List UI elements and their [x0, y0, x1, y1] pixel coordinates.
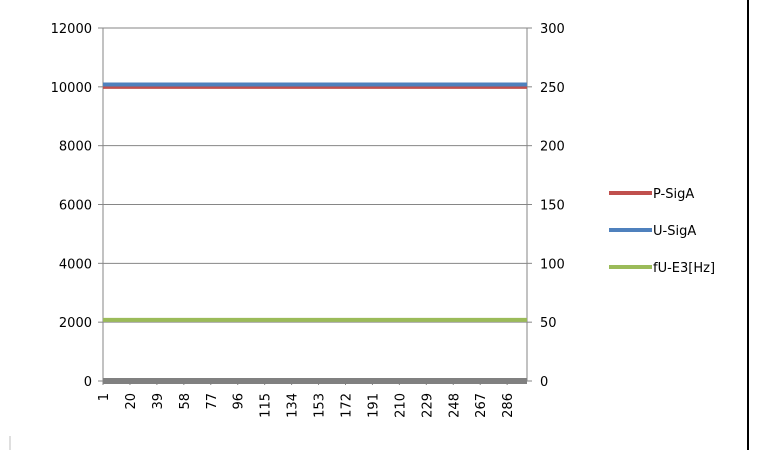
y-tick-label: 8000 [59, 140, 92, 155]
y2-tick-label: 250 [540, 81, 565, 96]
y2-tick-label: 200 [540, 140, 565, 155]
x-tick-label: 1 [97, 393, 112, 401]
x-tick-label: 58 [178, 393, 193, 410]
y2-tick-label: 150 [540, 199, 565, 214]
x-tick-label: 115 [259, 393, 274, 418]
x-tick-label: 134 [286, 393, 301, 418]
x-tick-label: 191 [366, 393, 381, 418]
x-tick-label: 210 [393, 393, 408, 418]
x-tick-label: 248 [447, 393, 462, 418]
y-tick-label: 12000 [51, 22, 92, 37]
y2-axis-tick-labels: 0 50 100 150 200 250 300 [540, 22, 565, 390]
legend-label: P-SigA [653, 187, 694, 202]
x-tick-label: 286 [501, 393, 516, 418]
legend-label: U-SigA [653, 224, 696, 239]
legend-label: fU-E3[Hz] [653, 261, 715, 276]
series-lines [103, 82, 527, 384]
x-tick-label: 96 [232, 393, 247, 410]
x-axis-tick-labels: 1 20 39 58 77 96 115 134 153 172 191 210 229 248 267 28… [97, 393, 516, 418]
x-tick-label: 20 [124, 393, 139, 410]
x-tick-label: 39 [151, 393, 166, 410]
y-tick-label: 4000 [59, 257, 92, 272]
x-tick-label: 229 [420, 393, 435, 418]
y-tick-label: 2000 [59, 316, 92, 331]
y-axis-tick-labels: 0 2000 4000 6000 8000 10000 12000 [51, 22, 92, 390]
y2-tick-label: 0 [540, 375, 548, 390]
y2-tick-label: 300 [540, 22, 565, 37]
y-tick-label: 6000 [59, 199, 92, 214]
x-tick-label: 77 [205, 393, 220, 410]
x-tick-label: 172 [339, 393, 354, 418]
x-tick-label: 267 [474, 393, 489, 418]
x-tick-label: 153 [313, 393, 328, 418]
y2-tick-label: 100 [540, 257, 565, 272]
y2-tick-label: 50 [540, 316, 557, 331]
legend: P-SigA U-SigA fU-E3[Hz] [609, 187, 715, 276]
y-tick-label: 0 [84, 375, 92, 390]
y-tick-label: 10000 [51, 81, 92, 96]
